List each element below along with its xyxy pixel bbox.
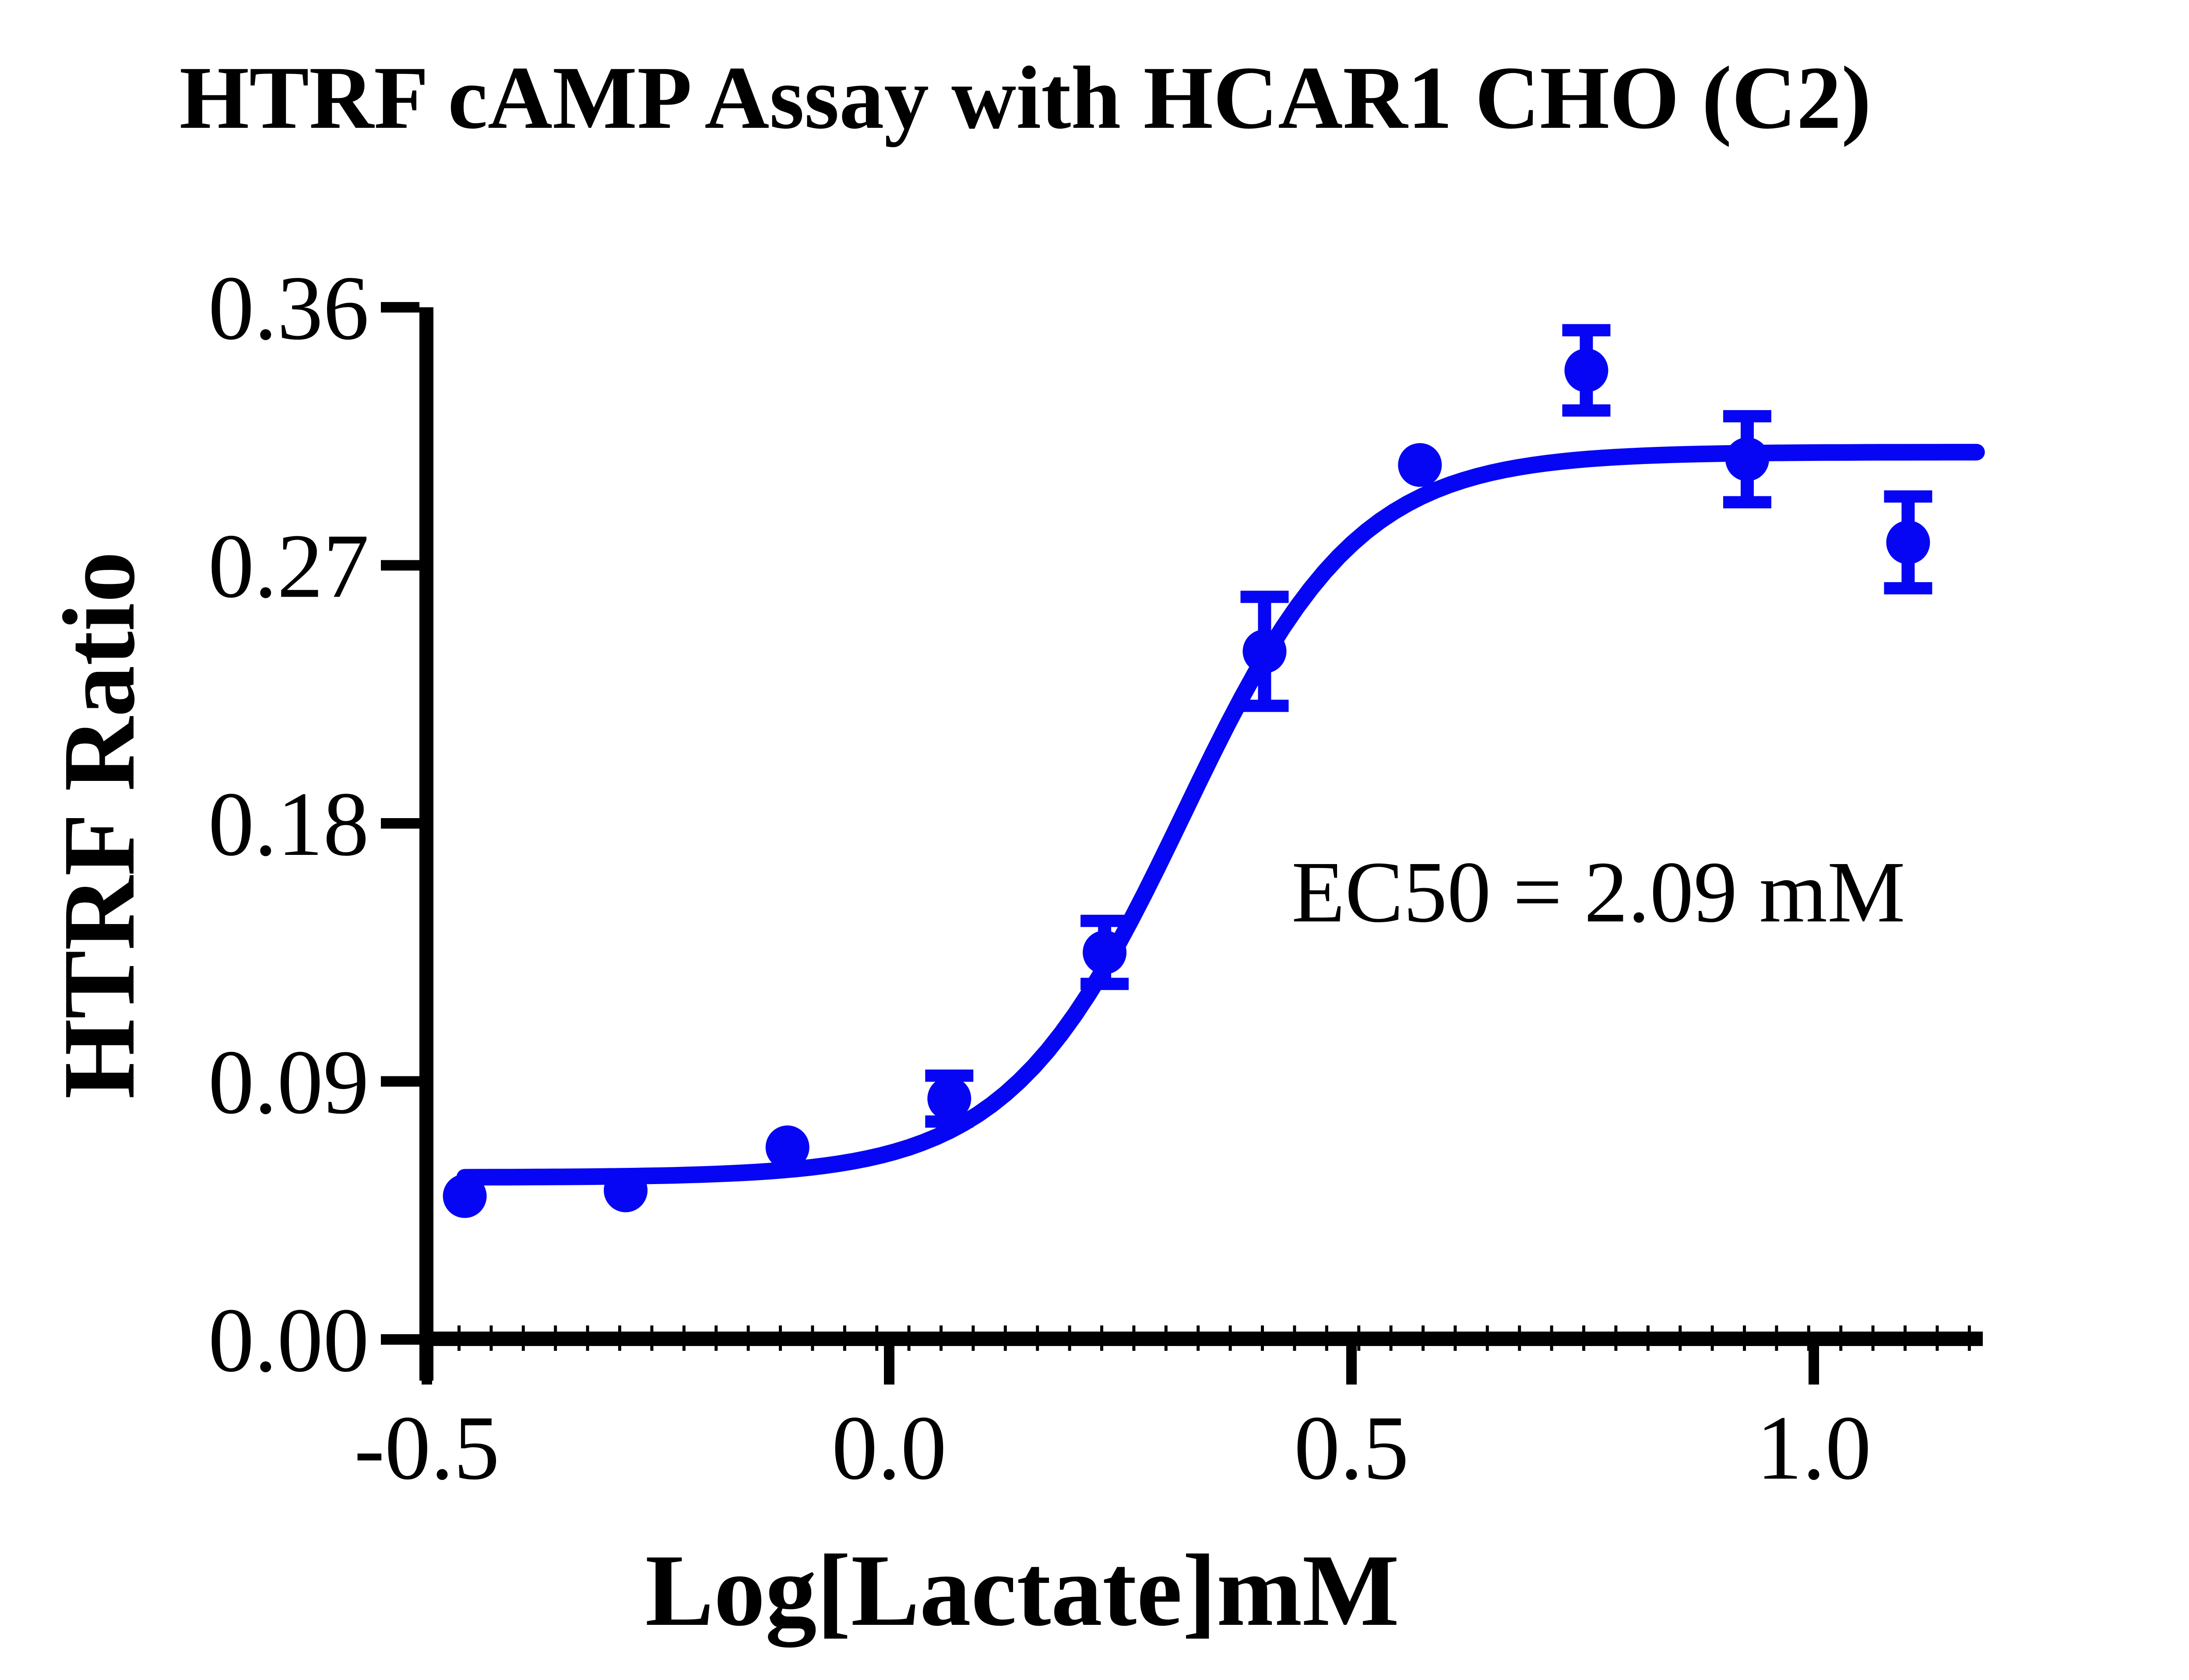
data-point bbox=[1083, 930, 1127, 974]
data-point bbox=[1398, 443, 1442, 487]
y-tick bbox=[381, 1334, 419, 1345]
x-tick-label: -0.5 bbox=[354, 1397, 500, 1499]
fit-curve-path bbox=[456, 444, 1985, 1186]
x-tick-label: 1.0 bbox=[1756, 1397, 1872, 1499]
y-tick-label: 0.18 bbox=[208, 773, 370, 875]
data-point bbox=[1564, 348, 1608, 393]
data-point bbox=[927, 1076, 971, 1121]
x-axis-title: Log[Lactate]mM bbox=[645, 1533, 1400, 1648]
ec50-annotation: EC50 = 2.09 mM bbox=[1292, 844, 1905, 941]
data-point bbox=[1242, 629, 1287, 673]
data-point bbox=[604, 1168, 648, 1213]
x-axis-line bbox=[419, 1332, 1983, 1346]
data-points bbox=[443, 348, 1930, 1218]
y-tick bbox=[381, 818, 419, 829]
fit-curve bbox=[456, 444, 1985, 1186]
chart-title: HTRF cAMP Assay with HCAR1 CHO (C2) bbox=[179, 48, 1871, 148]
x-tick bbox=[884, 1346, 894, 1385]
y-tick-label: 0.09 bbox=[208, 1032, 370, 1133]
y-tick bbox=[381, 560, 419, 571]
x-tick-label: 0.0 bbox=[832, 1397, 947, 1499]
axes bbox=[419, 307, 1983, 1381]
x-tick bbox=[422, 1346, 432, 1385]
y-tick-label: 0.00 bbox=[208, 1290, 370, 1391]
x-tick bbox=[1346, 1346, 1357, 1385]
x-tick-label: 0.5 bbox=[1294, 1397, 1409, 1499]
data-point bbox=[443, 1174, 487, 1218]
data-point bbox=[765, 1125, 809, 1170]
y-tick-label: 0.27 bbox=[208, 516, 370, 617]
y-axis-ticks: 0.00 0.09 0.18 0.27 0.36 bbox=[208, 257, 419, 1391]
y-axis-title: HTRF Ratio bbox=[42, 551, 156, 1099]
y-axis-line bbox=[419, 307, 433, 1381]
data-point bbox=[1886, 520, 1930, 565]
y-tick bbox=[381, 302, 419, 313]
data-point bbox=[1725, 437, 1769, 482]
y-tick-label: 0.36 bbox=[208, 257, 370, 359]
x-axis-ticks: -0.5 0.0 0.5 1.0 bbox=[354, 1346, 1871, 1499]
y-tick bbox=[381, 1076, 419, 1087]
x-tick bbox=[1809, 1346, 1819, 1385]
